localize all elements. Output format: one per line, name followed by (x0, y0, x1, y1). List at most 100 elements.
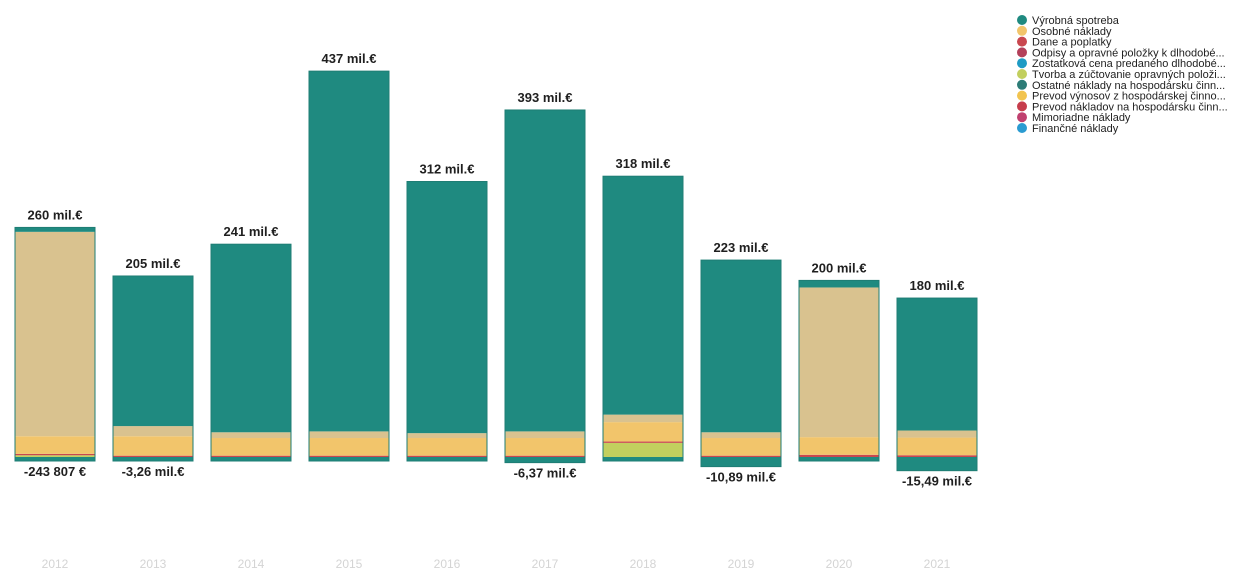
bar-segment-2016-1 (407, 438, 487, 456)
bar-outline-2020 (798, 279, 880, 462)
bar-segment-2018-0 (603, 176, 683, 415)
bar-outline-2017 (504, 109, 586, 464)
bar-segment-2017-2 (505, 455, 585, 457)
bar-negative-2021 (897, 457, 977, 471)
x-tick-label-2013: 2013 (140, 557, 167, 571)
negative-label-2019: -10,89 mil.€ (706, 470, 776, 485)
bar-negative-2020 (799, 457, 879, 461)
legend-marker-7 (1017, 90, 1027, 101)
x-tick-label-2020: 2020 (826, 557, 853, 571)
negative-label-2012: -243 807 € (24, 464, 86, 479)
bar-segment-2012-5 (15, 455, 95, 457)
legend-marker-5 (1017, 69, 1027, 79)
bar-segment-2020-0 (799, 280, 879, 288)
bar-outline-2021 (896, 297, 978, 472)
legend-marker-8 (1017, 101, 1027, 112)
x-tick-label-2012: 2012 (42, 557, 69, 571)
bar-segment-2017-1 (505, 438, 585, 456)
bar-segment-2015-1 (309, 438, 389, 456)
legend-label-6: Ostatné náklady na hospodársku činn... (1032, 80, 1225, 92)
x-tick-label-2019: 2019 (728, 557, 755, 571)
bar-segment-2019-2 (701, 455, 781, 457)
legend-marker-10 (1017, 123, 1027, 133)
bar-outline-2015 (308, 70, 390, 462)
x-tick-label-2016: 2016 (434, 557, 461, 571)
negative-label-2021: -15,49 mil.€ (902, 474, 972, 489)
bar-segment-2013-2 (113, 455, 193, 457)
bar-segment-2021-0 (897, 298, 977, 431)
bar-negative-2019 (701, 457, 781, 467)
bar-segment-2016-11 (407, 433, 487, 439)
x-tick-label-2018: 2018 (630, 557, 657, 571)
legend-label-5: Tvorba a zúčtovanie opravných položi... (1032, 69, 1226, 81)
bar-outline-2019 (700, 259, 782, 468)
bar-segment-2016-0 (407, 181, 487, 434)
bar-segment-2019-11 (701, 432, 781, 439)
labels-layer: 260 mil.€ -243 807 € 2012 205 mil.€ -3,26 mi… (24, 51, 972, 571)
bar-negative-2012 (15, 457, 95, 461)
bar-segment-2012-11 (15, 231, 95, 437)
bar-outline-2013 (112, 275, 194, 462)
total-label-2020: 200 mil.€ (812, 260, 867, 275)
bar-segment-2013-1 (113, 436, 193, 456)
legend-marker-0 (1017, 15, 1027, 25)
x-tick-label-2021: 2021 (924, 557, 951, 571)
bar-segment-2012-1 (15, 436, 95, 454)
bar-segment-2015-0 (309, 71, 389, 432)
legend-marker-6 (1017, 79, 1027, 90)
legend-marker-9 (1017, 112, 1027, 123)
legend-marker-4 (1017, 58, 1027, 69)
bar-segment-2013-0 (113, 275, 193, 427)
total-label-2013: 205 mil.€ (126, 256, 181, 271)
legend-label-3: Odpisy a opravné položky k dlhodobé... (1032, 47, 1225, 59)
bar-segment-2018-1 (603, 422, 683, 442)
bar-negative-2015 (309, 457, 389, 461)
total-label-2015: 437 mil.€ (322, 51, 377, 66)
x-tick-label-2014: 2014 (238, 557, 265, 571)
bar-negative-2013 (113, 457, 193, 461)
total-label-2014: 241 mil.€ (224, 224, 279, 239)
bar-negative-2014 (211, 457, 291, 461)
bar-segment-2021-1 (897, 437, 977, 456)
bar-segment-2017-11 (505, 431, 585, 439)
bar-segment-2014-11 (211, 432, 291, 439)
legend-label-4: Zostatková cena predaného dlhodobé... (1032, 58, 1226, 70)
bar-segment-2015-2 (309, 455, 389, 457)
bar-segment-2018-2 (603, 441, 683, 443)
bar-negative-2018 (603, 457, 683, 461)
legend-label-10: Finančné náklady (1032, 123, 1119, 135)
legend-label-0: Výrobná spotreba (1032, 15, 1120, 27)
bar-segment-2021-2 (897, 455, 977, 457)
legend-label-1: Osobné náklady (1032, 26, 1112, 38)
bar-segment-2015-11 (309, 431, 389, 439)
bar-segment-2013-11 (113, 426, 193, 437)
bar-outline-2018 (602, 175, 684, 462)
legend-marker-3 (1017, 47, 1027, 58)
total-label-2016: 312 mil.€ (420, 162, 475, 177)
bar-outline-2014 (210, 243, 292, 462)
bar-segment-2021-11 (897, 430, 977, 438)
bar-segment-2018-5 (603, 442, 683, 457)
x-tick-label-2015: 2015 (336, 557, 363, 571)
bar-negative-2017 (505, 457, 585, 463)
total-label-2021: 180 mil.€ (910, 278, 965, 293)
total-label-2017: 393 mil.€ (518, 90, 573, 105)
legend-label-8: Prevod nákladov na hospodársku činn... (1032, 101, 1228, 113)
bar-segment-2020-1 (799, 437, 879, 455)
x-tick-label-2017: 2017 (532, 557, 559, 571)
bar-segment-2020-11 (799, 287, 879, 438)
legend-label-9: Mimoriadne náklady (1032, 112, 1131, 124)
legend-marker-1 (1017, 25, 1027, 36)
total-label-2019: 223 mil.€ (714, 240, 769, 255)
bar-outline-2012 (14, 226, 96, 462)
bar-segment-2019-1 (701, 438, 781, 456)
negative-label-2013: -3,26 mil.€ (122, 464, 185, 479)
bar-segment-2016-2 (407, 455, 487, 457)
bar-segment-2020-2 (799, 454, 879, 457)
bar-outline-2016 (406, 181, 488, 462)
legend-marker-2 (1017, 36, 1027, 47)
negative-label-2017: -6,37 mil.€ (514, 466, 577, 481)
legend-label-7: Prevod výnosov z hospodárskej činno... (1032, 91, 1226, 103)
